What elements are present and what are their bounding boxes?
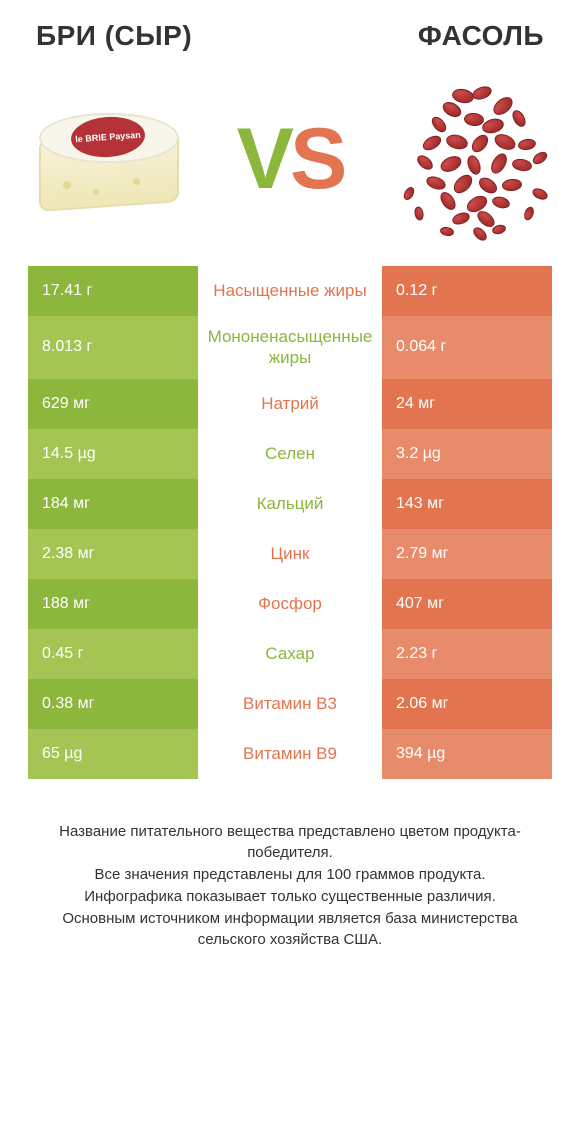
left-value: 0.45 г (28, 629, 198, 679)
right-value: 3.2 µg (382, 429, 552, 479)
bean-icon (488, 151, 510, 177)
bean-icon (510, 108, 529, 129)
nutrient-label: Натрий (198, 379, 382, 429)
nutrient-label: Мононенасыщенные жиры (198, 316, 382, 379)
table-row: 17.41 гНасыщенные жиры0.12 г (28, 266, 552, 316)
right-value: 407 мг (382, 579, 552, 629)
comparison-table: 17.41 гНасыщенные жиры0.12 г8.013 гМонон… (28, 266, 552, 779)
bean-icon (450, 171, 475, 196)
bean-icon (429, 114, 449, 135)
right-value: 2.79 мг (382, 529, 552, 579)
bean-icon (445, 132, 470, 151)
table-row: 2.38 мгЦинк2.79 мг (28, 529, 552, 579)
bean-icon (471, 84, 494, 102)
bean-icon (471, 225, 489, 243)
vs-v: V (237, 116, 290, 202)
nutrient-label: Селен (198, 429, 382, 479)
bean-icon (476, 174, 500, 196)
nutrient-label: Цинк (198, 529, 382, 579)
bean-icon (491, 195, 511, 210)
bean-icon (420, 133, 443, 153)
table-row: 0.45 гСахар2.23 г (28, 629, 552, 679)
vs-s: S (290, 116, 343, 202)
header: БРИ (СЫР) ФАСОЛЬ (28, 20, 552, 56)
right-value: 2.23 г (382, 629, 552, 679)
footer-line: Инфографика показывает только существенн… (34, 886, 546, 908)
table-row: 188 мгФосфор407 мг (28, 579, 552, 629)
footer-line: Основным источником информации является … (34, 908, 546, 952)
bean-icon (531, 186, 550, 202)
vs-label: VS (237, 116, 344, 202)
left-value: 14.5 µg (28, 429, 198, 479)
right-value: 0.064 г (382, 316, 552, 379)
left-value: 184 мг (28, 479, 198, 529)
bean-icon (511, 157, 533, 172)
bean-icon (481, 116, 506, 135)
table-row: 8.013 гМононенасыщенные жиры0.064 г (28, 316, 552, 379)
footer-line: Все значения представлены для 100 граммо… (34, 864, 546, 886)
left-value: 0.38 мг (28, 679, 198, 729)
table-row: 629 мгНатрий24 мг (28, 379, 552, 429)
nutrient-label: Витамин B3 (198, 679, 382, 729)
bean-icon (425, 174, 448, 192)
right-product-title: ФАСОЛЬ (418, 20, 544, 52)
brie-image: le BRIE Paysan (28, 74, 198, 244)
beans-image (382, 74, 552, 244)
bean-icon (463, 112, 484, 127)
nutrient-label: Фосфор (198, 579, 382, 629)
right-value: 394 µg (382, 729, 552, 779)
footer-line: Название питательного вещества представл… (34, 821, 546, 865)
images-row: le BRIE Paysan VS (28, 56, 552, 266)
left-value: 2.38 мг (28, 529, 198, 579)
table-row: 14.5 µgСелен3.2 µg (28, 429, 552, 479)
bean-icon (502, 178, 523, 192)
bean-icon (439, 226, 454, 237)
right-value: 0.12 г (382, 266, 552, 316)
bean-icon (438, 153, 464, 175)
bean-icon (522, 205, 535, 221)
bean-icon (451, 210, 472, 226)
bean-icon (469, 132, 492, 156)
left-value: 8.013 г (28, 316, 198, 379)
right-value: 24 мг (382, 379, 552, 429)
bean-icon (465, 154, 483, 177)
footer: Название питательного вещества представл… (28, 821, 552, 952)
table-row: 184 мгКальций143 мг (28, 479, 552, 529)
left-value: 188 мг (28, 579, 198, 629)
bean-icon (492, 131, 518, 153)
right-value: 143 мг (382, 479, 552, 529)
nutrient-label: Сахар (198, 629, 382, 679)
right-value: 2.06 мг (382, 679, 552, 729)
bean-icon (451, 87, 475, 105)
bean-icon (402, 185, 417, 202)
table-row: 65 µgВитамин B9394 µg (28, 729, 552, 779)
table-row: 0.38 мгВитамин B32.06 мг (28, 679, 552, 729)
nutrient-label: Витамин B9 (198, 729, 382, 779)
left-value: 629 мг (28, 379, 198, 429)
left-value: 17.41 г (28, 266, 198, 316)
nutrient-label: Кальций (198, 479, 382, 529)
bean-icon (415, 153, 436, 173)
bean-icon (517, 138, 537, 152)
bean-icon (531, 149, 550, 166)
bean-icon (413, 206, 424, 221)
left-value: 65 µg (28, 729, 198, 779)
left-product-title: БРИ (СЫР) (36, 20, 192, 52)
nutrient-label: Насыщенные жиры (198, 266, 382, 316)
